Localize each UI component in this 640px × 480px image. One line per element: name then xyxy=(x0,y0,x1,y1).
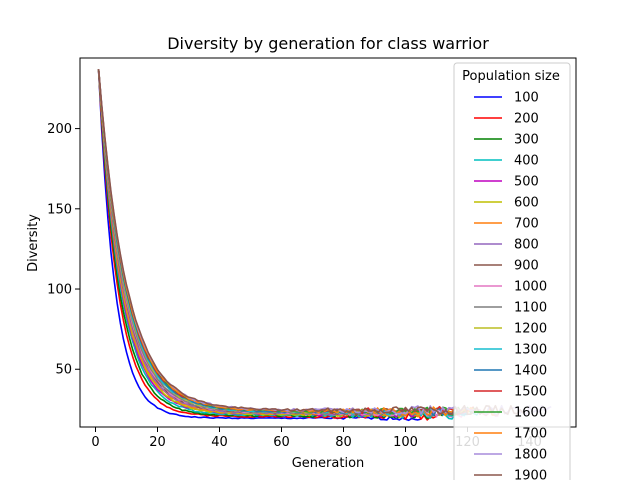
x-tick-label: 100 xyxy=(393,435,418,450)
legend-label-1900: 1900 xyxy=(514,469,547,480)
legend-label-1100: 1100 xyxy=(514,301,547,316)
legend-label-800: 800 xyxy=(514,238,539,253)
y-tick-label: 100 xyxy=(47,283,72,298)
y-tick-label: 200 xyxy=(47,122,72,137)
series-line-1900 xyxy=(97,69,524,416)
series-layer xyxy=(97,69,552,422)
legend-label-1200: 1200 xyxy=(514,322,547,337)
legend-label-300: 300 xyxy=(514,133,539,148)
y-tick-label: 150 xyxy=(47,202,72,217)
legend-label-1700: 1700 xyxy=(514,427,547,442)
legend-label-1400: 1400 xyxy=(514,364,547,379)
y-axis: 50 100 150 200 xyxy=(47,122,80,378)
legend-label-700: 700 xyxy=(514,217,539,232)
legend-label-900: 900 xyxy=(514,259,539,274)
series-line-1700 xyxy=(97,69,499,416)
legend-title: Population size xyxy=(462,69,560,84)
legend-label-1000: 1000 xyxy=(514,280,547,295)
x-tick-label: 80 xyxy=(335,435,352,450)
x-tick-label: 40 xyxy=(211,435,228,450)
y-tick-label: 50 xyxy=(55,363,72,378)
series-line-1600 xyxy=(97,69,484,416)
legend-label-400: 400 xyxy=(514,154,539,169)
legend-label-1300: 1300 xyxy=(514,343,547,358)
y-axis-label: Diversity xyxy=(26,214,41,272)
x-tick-label: 20 xyxy=(149,435,166,450)
chart-title: Diversity by generation for class warrio… xyxy=(167,34,489,53)
legend-label-1500: 1500 xyxy=(514,385,547,400)
series-line-1500 xyxy=(97,69,475,416)
x-tick-label: 60 xyxy=(273,435,290,450)
series-line-1300 xyxy=(97,69,481,417)
series-line-1000 xyxy=(97,69,499,418)
legend-items: 100 200 300 400 500 600 700 800 900 1000 1100 1200 1… xyxy=(474,91,547,480)
plot-frame xyxy=(79,57,577,428)
series-line-200 xyxy=(97,70,437,421)
legend-box xyxy=(453,62,571,480)
legend-label-200: 200 xyxy=(514,112,539,127)
x-axis-label: Generation xyxy=(292,456,365,471)
legend-label-1800: 1800 xyxy=(514,448,547,463)
x-tick-label: 0 xyxy=(91,435,99,450)
legend-label-500: 500 xyxy=(514,175,539,190)
legend: Population size 100 200 300 400 500 600 700 800… xyxy=(453,62,571,480)
legend-label-1600: 1600 xyxy=(514,406,547,421)
legend-label-100: 100 xyxy=(514,91,539,106)
legend-label-600: 600 xyxy=(514,196,539,211)
series-line-100 xyxy=(97,70,422,422)
